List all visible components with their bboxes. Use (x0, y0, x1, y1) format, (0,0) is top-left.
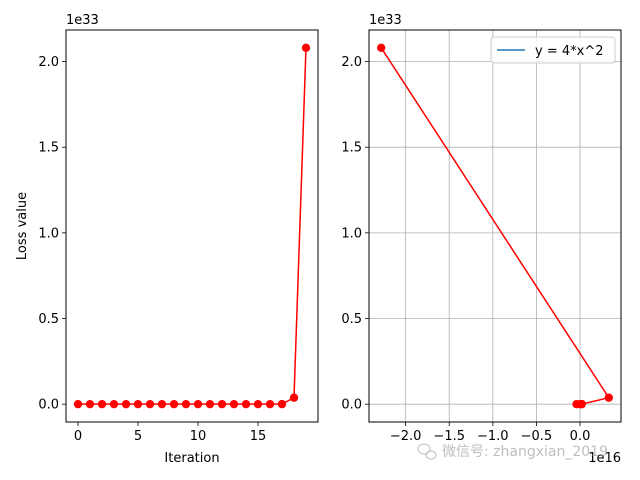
left-data-point (265, 399, 275, 409)
left-axes-frame (65, 29, 319, 423)
left-series (73, 43, 311, 409)
right-x-tick-label: −2.0 (390, 429, 422, 444)
right-y-offset-label: 1e33 (369, 13, 402, 28)
left-data-point (145, 399, 155, 409)
left-data-point (133, 399, 143, 409)
right-x-tick-label: 0.0 (570, 429, 591, 444)
left-x-tick-label: 15 (250, 429, 267, 444)
left-plot: 0 5 10 15 0.0 0.5 1.0 1.5 2.0 1e33 Iteration Lo… (15, 13, 319, 466)
left-data-point (121, 399, 131, 409)
left-data-point (289, 393, 299, 402)
left-data-point (229, 399, 239, 409)
left-data-point (205, 399, 215, 409)
legend: y = 4*x^2 (490, 36, 616, 64)
right-x-ticks: −2.0 −1.5 −1.0 −0.5 0.0 (390, 422, 591, 444)
left-x-tick-label: 10 (190, 429, 207, 444)
left-x-tick-label: 0 (74, 429, 82, 444)
left-data-point (193, 399, 203, 409)
left-data-point (301, 43, 311, 53)
left-y-tick-label: 1.0 (38, 226, 59, 241)
right-x-tick-label: −1.5 (433, 429, 465, 444)
left-data-point (169, 399, 179, 409)
right-series (377, 43, 613, 409)
left-y-tick-label: 0.5 (38, 312, 59, 327)
watermark-text: 微信号: zhangxian_2019 (442, 444, 608, 460)
left-x-ticks: 0 5 10 15 (74, 422, 266, 444)
right-y-tick-label: 0.5 (341, 312, 362, 327)
right-y-ticks: 0.0 0.5 1.0 1.5 2.0 (341, 55, 369, 413)
left-x-tick-label: 5 (134, 429, 142, 444)
right-data-point (377, 43, 386, 53)
left-data-point (253, 399, 263, 409)
left-y-tick-label: 1.5 (38, 141, 59, 156)
left-data-point (73, 399, 83, 409)
left-y-tick-label: 0.0 (38, 398, 59, 413)
left-data-point (277, 399, 287, 409)
left-y-tick-label: 2.0 (38, 55, 59, 70)
right-x-tick-label: −1.0 (477, 429, 509, 444)
left-data-point (85, 399, 95, 409)
right-x-offset-label: 1e16 (588, 451, 621, 466)
right-data-point (577, 399, 586, 409)
left-data-point (241, 399, 251, 409)
legend-label: y = 4*x^2 (535, 44, 603, 59)
left-x-axis-label: Iteration (164, 451, 219, 466)
wechat-icon (417, 443, 437, 460)
left-data-point (109, 399, 119, 409)
left-data-point (157, 399, 167, 409)
left-data-point (217, 399, 227, 409)
right-y-tick-label: 0.0 (341, 398, 362, 413)
watermark: 微信号: zhangxian_2019 (417, 443, 608, 460)
right-y-tick-label: 1.5 (341, 141, 362, 156)
right-axes-frame (368, 29, 622, 423)
left-y-ticks: 0.0 0.5 1.0 1.5 2.0 (38, 55, 66, 413)
right-grid (369, 30, 621, 422)
right-y-tick-label: 1.0 (341, 226, 362, 241)
left-y-offset-label: 1e33 (66, 13, 99, 28)
right-x-tick-label: −0.5 (521, 429, 553, 444)
right-y-tick-label: 2.0 (341, 55, 362, 70)
left-data-point (97, 399, 107, 409)
right-data-point (604, 393, 613, 402)
left-y-axis-label: Loss value (15, 192, 30, 260)
left-data-point (181, 399, 191, 409)
right-plot: −2.0 −1.5 −1.0 −0.5 0.0 0.0 0.5 1.0 1.5 2.0 1e33… (341, 13, 622, 466)
legend-box (490, 36, 616, 64)
